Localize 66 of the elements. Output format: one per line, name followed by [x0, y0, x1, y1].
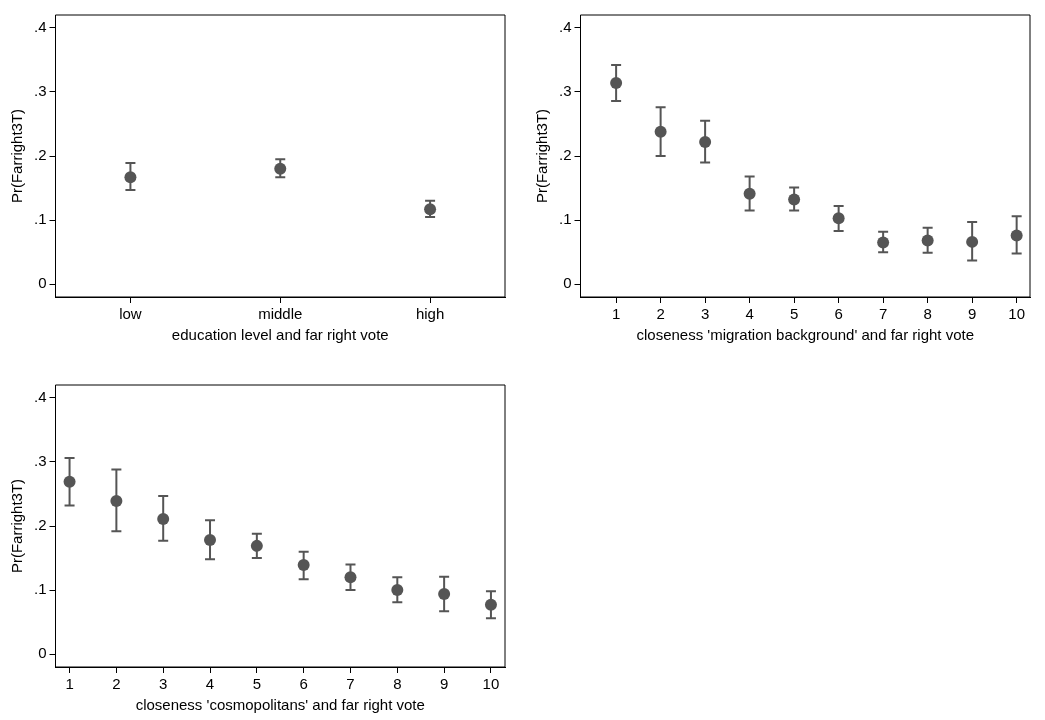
point — [391, 584, 404, 597]
point — [63, 475, 76, 488]
point — [877, 236, 890, 249]
y-tick-label: .3 — [558, 82, 572, 100]
point — [788, 193, 801, 206]
x-tick-label: 1 — [65, 675, 74, 693]
x-axis-title: closeness 'cosmopolitans' and far right vote — [135, 696, 425, 714]
x-tick-label: 9 — [439, 675, 449, 693]
y-tick-label: .1 — [33, 210, 47, 228]
x-tick-label: 1 — [611, 305, 621, 323]
point — [250, 539, 263, 552]
x-tick-label: 5 — [252, 675, 262, 693]
y-tick-label: 0 — [38, 644, 47, 662]
x-tick-label: 4 — [205, 675, 215, 693]
y-tick-label: .2 — [558, 146, 572, 164]
point — [344, 571, 357, 584]
y-tick-label: .1 — [558, 210, 572, 228]
point — [610, 76, 623, 89]
point — [743, 187, 756, 200]
y-tick-label: .1 — [33, 580, 47, 598]
x-tick-label: 2 — [656, 305, 665, 323]
x-tick-label: 7 — [878, 305, 888, 323]
x-tick-label: 7 — [346, 675, 355, 693]
y-tick-label: .2 — [33, 516, 47, 534]
y-axis-title: Pr(Farright3T) — [533, 108, 551, 204]
x-tick-label: 4 — [745, 305, 754, 323]
point — [966, 235, 979, 248]
x-tick-label: high — [415, 305, 445, 323]
y-tick-label: .4 — [33, 17, 47, 35]
x-tick-label: 3 — [159, 675, 168, 693]
y-axis-title: Pr(Farright3T) — [8, 478, 26, 574]
point — [654, 125, 667, 138]
y-tick-label: .3 — [33, 452, 47, 470]
x-tick-label: 9 — [967, 305, 977, 323]
x-tick-label: 6 — [299, 675, 308, 693]
point — [110, 495, 123, 508]
x-tick-label: low — [119, 305, 142, 323]
y-axis-title: Pr(Farright3T) — [8, 108, 26, 204]
y-tick-label: 0 — [38, 274, 47, 292]
y-tick-label: .4 — [558, 17, 572, 35]
x-tick-label: 10 — [1008, 305, 1025, 323]
point — [484, 598, 497, 611]
x-tick-label: 3 — [700, 305, 710, 323]
point — [921, 234, 934, 247]
x-tick-label: 8 — [393, 675, 402, 693]
point — [438, 587, 451, 600]
x-tick-label: middle — [258, 305, 303, 323]
x-tick-label: 2 — [112, 675, 121, 693]
y-tick-label: .2 — [33, 146, 47, 164]
point — [124, 171, 137, 184]
point — [832, 212, 845, 225]
x-axis-title: closeness 'migration background' and far right vote — [636, 326, 975, 344]
point — [297, 559, 310, 572]
y-tick-label: .4 — [33, 387, 47, 405]
point — [1010, 229, 1023, 242]
x-tick-label: 8 — [923, 305, 932, 323]
x-axis-title: education level and far right vote — [171, 326, 389, 344]
point — [204, 534, 217, 547]
point — [274, 162, 287, 175]
point — [699, 135, 712, 148]
y-tick-label: 0 — [563, 274, 572, 292]
x-tick-label: 6 — [834, 305, 843, 323]
y-tick-label: .3 — [33, 82, 47, 100]
x-tick-label: 5 — [789, 305, 799, 323]
x-tick-label: 10 — [482, 675, 500, 693]
point — [157, 512, 170, 525]
